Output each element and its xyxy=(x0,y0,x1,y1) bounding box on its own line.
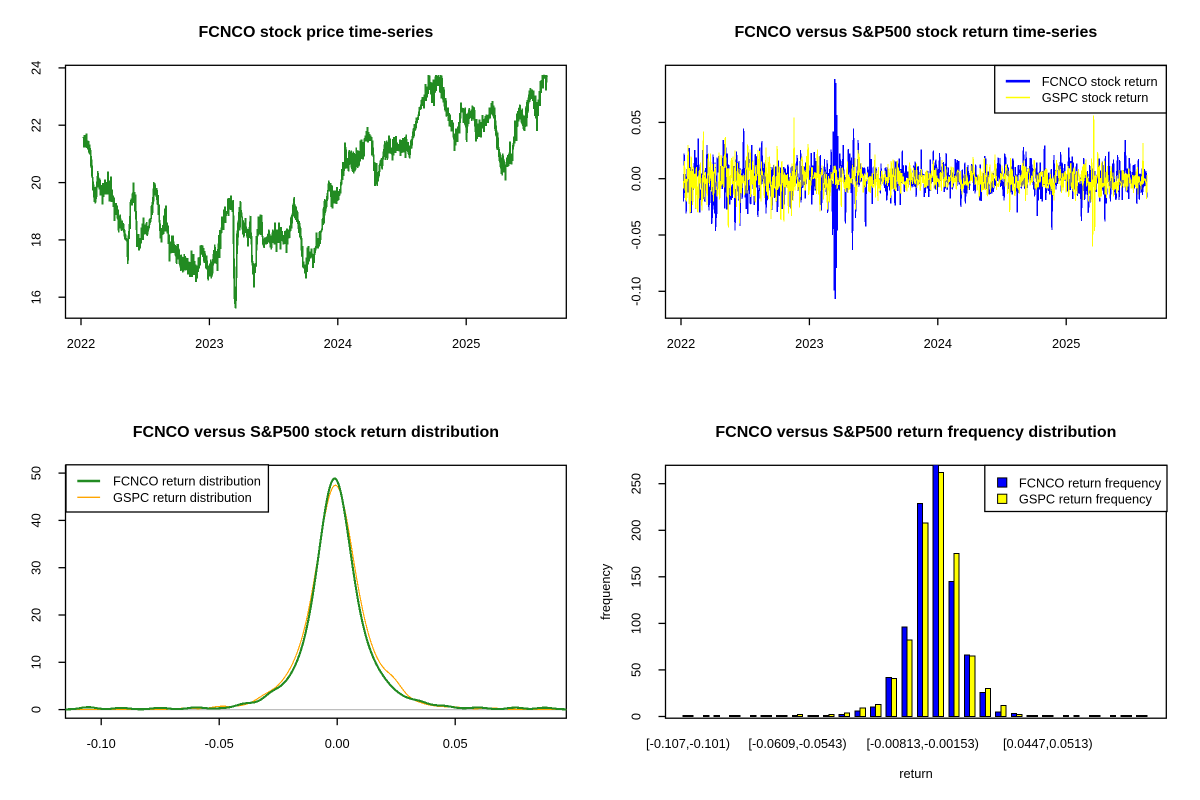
svg-text:2023: 2023 xyxy=(795,336,823,351)
svg-text:FCNCO return distribution: FCNCO return distribution xyxy=(113,474,261,489)
svg-text:FCNCO versus S&P500 stock retu: FCNCO versus S&P500 stock return time-se… xyxy=(734,24,1097,41)
svg-text:10: 10 xyxy=(29,655,44,669)
svg-text:GSPC return frequency: GSPC return frequency xyxy=(1019,492,1153,507)
svg-text:FCNCO stock price time-series: FCNCO stock price time-series xyxy=(199,24,434,41)
svg-text:2024: 2024 xyxy=(324,336,352,351)
svg-text:2023: 2023 xyxy=(195,336,223,351)
svg-text:GSPC return distribution: GSPC return distribution xyxy=(113,490,252,505)
svg-text:150: 150 xyxy=(629,566,644,587)
svg-text:24: 24 xyxy=(29,61,44,75)
svg-text:[-0.0609,-0.0543): [-0.0609,-0.0543) xyxy=(748,736,846,751)
svg-text:[-0.00813,-0.00153): [-0.00813,-0.00153) xyxy=(866,736,978,751)
svg-text:[0.0447,0.0513): [0.0447,0.0513) xyxy=(1003,736,1093,751)
svg-text:2024: 2024 xyxy=(924,336,952,351)
svg-text:30: 30 xyxy=(29,561,44,575)
svg-text:20: 20 xyxy=(29,608,44,622)
svg-text:50: 50 xyxy=(629,663,644,677)
svg-text:FCNCO stock return: FCNCO stock return xyxy=(1042,74,1158,89)
svg-text:40: 40 xyxy=(29,513,44,527)
svg-text:2022: 2022 xyxy=(67,336,95,351)
svg-text:FCNCO versus S&P500 stock retu: FCNCO versus S&P500 stock return distrib… xyxy=(133,424,499,441)
svg-text:200: 200 xyxy=(629,520,644,541)
svg-text:0.00: 0.00 xyxy=(325,736,350,751)
svg-text:FCNCO versus S&P500 return fre: FCNCO versus S&P500 return frequency dis… xyxy=(715,424,1116,441)
svg-text:-0.10: -0.10 xyxy=(629,277,644,306)
svg-text:100: 100 xyxy=(629,613,644,634)
svg-text:22: 22 xyxy=(29,118,44,132)
svg-text:2022: 2022 xyxy=(667,336,695,351)
svg-text:0: 0 xyxy=(629,713,644,720)
svg-text:-0.05: -0.05 xyxy=(205,736,234,751)
svg-text:250: 250 xyxy=(629,473,644,494)
svg-text:[-0.107,-0.101): [-0.107,-0.101) xyxy=(646,736,730,751)
svg-text:FCNCO return frequency: FCNCO return frequency xyxy=(1019,475,1162,490)
svg-text:18: 18 xyxy=(29,233,44,247)
svg-text:return: return xyxy=(899,766,932,781)
svg-text:GSPC stock return: GSPC stock return xyxy=(1042,90,1149,105)
svg-text:0: 0 xyxy=(29,706,44,713)
svg-text:0.05: 0.05 xyxy=(629,110,644,135)
svg-text:frequency: frequency xyxy=(598,563,613,620)
svg-text:50: 50 xyxy=(29,466,44,480)
svg-text:-0.10: -0.10 xyxy=(87,736,116,751)
svg-text:0.05: 0.05 xyxy=(443,736,468,751)
svg-text:20: 20 xyxy=(29,175,44,189)
svg-text:2025: 2025 xyxy=(452,336,480,351)
svg-text:-0.05: -0.05 xyxy=(629,220,644,249)
svg-text:0.00: 0.00 xyxy=(629,166,644,191)
svg-text:16: 16 xyxy=(29,290,44,304)
svg-text:2025: 2025 xyxy=(1052,336,1080,351)
